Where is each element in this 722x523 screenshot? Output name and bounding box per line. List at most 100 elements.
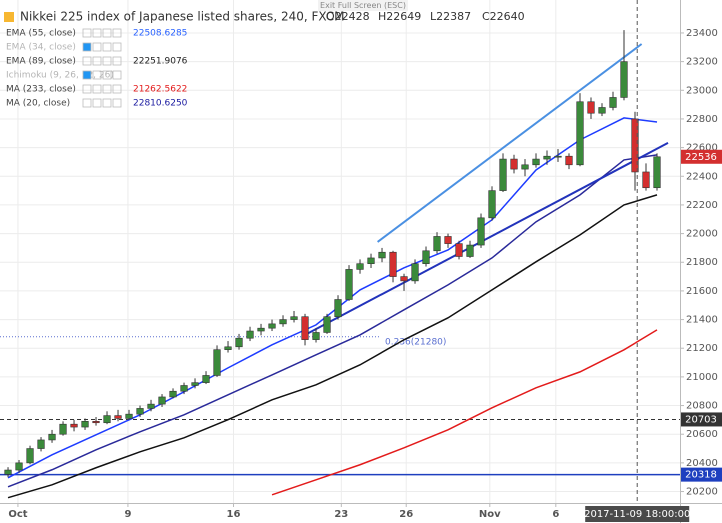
y-tick-label: 20600: [686, 429, 718, 440]
ohlc-value: L22387: [430, 10, 471, 23]
indicator-icon[interactable]: [112, 98, 122, 108]
candle-body: [37, 439, 45, 449]
candle-body: [312, 332, 320, 340]
indicator-icon[interactable]: [82, 70, 92, 80]
price-tag-label: 20318: [685, 470, 717, 481]
hint-box[interactable]: [318, 0, 408, 11]
candle-body: [411, 263, 419, 282]
candle-body: [565, 155, 573, 166]
indicator-icon[interactable]: [112, 56, 122, 66]
y-tick-label: 22000: [686, 229, 718, 240]
candle-body: [356, 263, 364, 270]
candle-body: [488, 190, 496, 219]
indicator-icon[interactable]: [102, 28, 112, 38]
last-price-tag: [681, 149, 722, 164]
candle-body: [257, 327, 265, 332]
candle-body: [532, 158, 540, 166]
indicator-icon[interactable]: [92, 56, 102, 66]
indicator-label: MA (233, close): [6, 85, 76, 95]
candle-body: [301, 316, 309, 340]
indicator-label: EMA (34, close): [6, 43, 76, 53]
indicator-label: EMA (89, close): [6, 57, 76, 67]
candle-body: [466, 244, 474, 257]
y-tick-label: 23000: [686, 85, 718, 96]
indicator-icon[interactable]: [112, 42, 122, 52]
candle-body: [334, 299, 342, 318]
ohlc-value: H22649: [378, 10, 421, 23]
candle-body: [213, 349, 221, 376]
ohlc-value: O22428: [326, 10, 370, 23]
crosshair-label: 2017-11-09 18:00:00: [584, 509, 690, 520]
y-tick-label: 21000: [686, 372, 718, 383]
indicator-icon[interactable]: [92, 70, 102, 80]
y-tick-label: 20400: [686, 458, 718, 469]
candle-body: [136, 408, 144, 415]
candle-body: [70, 423, 78, 428]
candle-body: [224, 346, 232, 350]
candle-body: [521, 164, 529, 170]
price-tag: [681, 467, 722, 482]
price-tag: [681, 412, 722, 427]
indicator-icon[interactable]: [102, 70, 112, 80]
candle-body: [202, 375, 210, 383]
ma-line: [7, 154, 658, 488]
candle-body: [653, 156, 661, 189]
candle-body: [631, 118, 639, 173]
indicator-label: EMA (55, close): [6, 29, 76, 39]
x-tick-label: 16: [227, 509, 241, 520]
indicator-icon[interactable]: [82, 28, 92, 38]
candle-body: [642, 171, 650, 189]
y-tick-label: 20800: [686, 401, 718, 412]
candle-body: [576, 101, 584, 166]
indicator-icon[interactable]: [82, 42, 92, 52]
indicator-icon[interactable]: [112, 28, 122, 38]
candle-body: [422, 250, 430, 264]
indicator-value: 22810.6250: [133, 99, 188, 109]
indicator-icon[interactable]: [112, 84, 122, 94]
indicator-icon[interactable]: [102, 98, 112, 108]
candle-body: [92, 421, 100, 424]
indicator-value: 22508.6285: [133, 29, 187, 39]
candle-body: [180, 385, 188, 392]
x-tick-label: 23: [334, 509, 348, 520]
indicator-icon[interactable]: [92, 84, 102, 94]
y-tick-label: 22200: [686, 200, 718, 211]
indicator-icon[interactable]: [112, 70, 122, 80]
candle-body: [389, 251, 397, 277]
fullscreen-hint[interactable]: Exit Full Screen (ESC): [320, 1, 406, 10]
candle-body: [114, 415, 122, 419]
indicator-icon[interactable]: [102, 42, 112, 52]
candle-body: [444, 236, 452, 244]
fib-label: 0.236(21280): [385, 337, 446, 347]
candle-body: [378, 251, 386, 259]
candle-body: [367, 257, 375, 264]
crosshair-tag: [585, 506, 690, 522]
candle-body: [4, 469, 12, 475]
ma-line: [271, 329, 658, 496]
candle-body: [455, 243, 463, 257]
candle-body: [147, 403, 155, 409]
indicator-icon[interactable]: [82, 98, 92, 108]
candle-body: [235, 337, 243, 348]
y-tick-label: 22400: [686, 171, 718, 182]
candle-body: [125, 413, 133, 419]
last-price-label: 22536: [685, 152, 717, 163]
candle-body: [59, 423, 67, 435]
indicator-icon[interactable]: [82, 56, 92, 66]
indicator-label: Ichimoku (9, 26, 52, 26): [6, 71, 114, 81]
candle-body: [158, 396, 166, 405]
indicator-icon[interactable]: [92, 28, 102, 38]
trendline: [377, 43, 643, 243]
y-tick-label: 21800: [686, 257, 718, 268]
y-tick-label: 22800: [686, 114, 718, 125]
indicator-icon[interactable]: [92, 42, 102, 52]
indicator-icon[interactable]: [82, 84, 92, 94]
candle-body: [554, 155, 562, 158]
x-tick-label: 6: [552, 509, 559, 520]
indicator-icon[interactable]: [102, 56, 112, 66]
x-tick-label: Oct: [8, 509, 27, 520]
candle-body: [433, 236, 441, 252]
indicator-icon[interactable]: [92, 98, 102, 108]
indicator-icon[interactable]: [102, 84, 112, 94]
